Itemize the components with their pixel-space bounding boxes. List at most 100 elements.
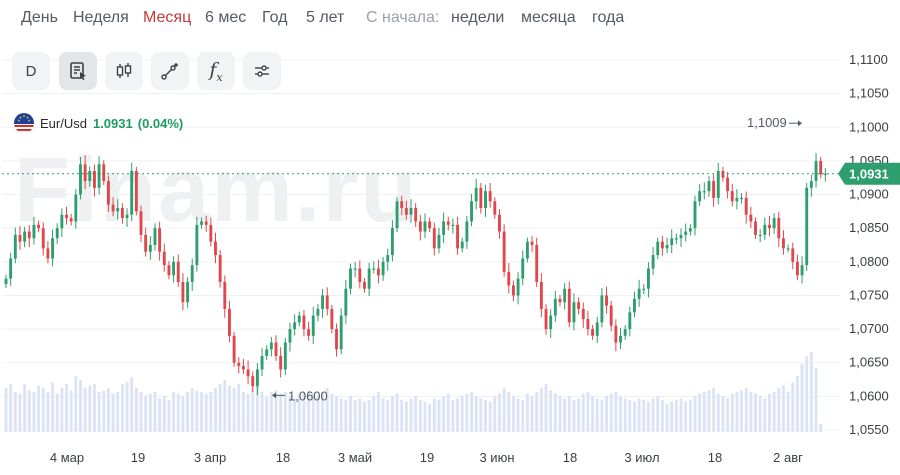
candle-body <box>265 349 269 356</box>
volume-bar <box>730 393 734 432</box>
candlestick-icon[interactable] <box>105 52 143 90</box>
candle-body <box>120 208 124 219</box>
candle-body <box>488 191 492 202</box>
candle-body <box>13 234 17 259</box>
candle-body <box>353 268 357 270</box>
candle-body <box>41 228 45 249</box>
volume-bar <box>805 356 809 432</box>
volume-bar <box>4 388 8 432</box>
candle-body <box>493 201 497 215</box>
since-week[interactable]: недели <box>451 9 505 26</box>
volume-bar <box>204 393 208 432</box>
candle-body <box>246 369 250 377</box>
volume-bar <box>684 401 688 432</box>
volume-bar <box>698 393 702 432</box>
candle-body <box>530 241 534 245</box>
candle-body <box>428 221 432 229</box>
candle-body <box>707 181 711 192</box>
settings-sliders-icon[interactable] <box>243 52 281 90</box>
period-month[interactable]: Месяц <box>143 9 192 26</box>
volume-bar <box>763 398 767 432</box>
volume-bar <box>498 393 501 432</box>
period-day[interactable]: День <box>21 9 58 26</box>
candle-body <box>544 308 548 330</box>
since-year[interactable]: года <box>592 9 625 26</box>
candle-body <box>591 329 595 336</box>
draw-line-icon[interactable] <box>151 52 189 90</box>
x-tick-label: 3 апр <box>194 450 226 465</box>
candle-body <box>404 208 408 215</box>
x-tick-label: 19 <box>131 450 145 465</box>
candle-body <box>744 197 748 215</box>
period-year[interactable]: Год <box>262 9 288 26</box>
volume-bar <box>535 392 539 432</box>
volume-bar <box>223 380 227 432</box>
volume-bar <box>279 393 283 432</box>
y-tick-label: 1,1050 <box>849 86 889 101</box>
candle-body <box>786 248 790 250</box>
candle-body <box>460 241 464 249</box>
fx-f: f <box>209 58 217 81</box>
period-six-months[interactable]: 6 мес <box>205 9 247 26</box>
current-price-label: 1,0931 <box>849 167 889 182</box>
volume-bar <box>116 392 120 432</box>
document-pointer-icon[interactable] <box>59 52 97 90</box>
volume-bar <box>79 380 82 432</box>
volume-bar <box>409 398 413 432</box>
since-month[interactable]: месяца <box>521 9 576 26</box>
volume-bar <box>525 393 529 432</box>
y-axis: 1,11001,10501,10001,09501,09001,08501,08… <box>849 52 889 437</box>
volume-bar <box>232 388 236 432</box>
candle-body <box>134 171 138 212</box>
period-five-years[interactable]: 5 лет <box>306 9 345 26</box>
volume-bar <box>274 390 278 432</box>
candle-body <box>674 238 678 240</box>
candle-body <box>409 208 413 215</box>
candle-body <box>37 224 41 229</box>
candle-body <box>581 308 585 319</box>
candle-body <box>200 221 203 225</box>
x-tick-label: 18 <box>276 450 290 465</box>
candle-body <box>223 282 227 309</box>
volume-bar <box>372 396 376 432</box>
volume-bar <box>27 390 31 432</box>
overlay: 1,0931 1,1009 1,0600 <box>2 115 900 403</box>
volume-bar <box>442 396 446 432</box>
candle-body <box>749 214 753 222</box>
volume-bar <box>600 400 604 432</box>
volume-bar <box>563 398 567 432</box>
volume-bar <box>558 396 562 432</box>
volume-bar <box>88 385 92 432</box>
volume-bar <box>395 393 399 432</box>
candle-body <box>740 197 743 200</box>
volume-bar <box>176 393 180 432</box>
volume-bar <box>772 392 776 432</box>
volume-bar <box>390 396 394 432</box>
x-tick-label: 18 <box>708 450 722 465</box>
volume-bar <box>376 392 380 432</box>
volume-bar <box>172 392 176 432</box>
volume-bar <box>9 384 13 432</box>
candle-body <box>400 201 404 208</box>
candle-body <box>684 231 688 235</box>
volume-bar <box>316 396 320 432</box>
candle-body <box>633 298 636 313</box>
candle-body <box>190 265 194 282</box>
candle-body <box>698 191 702 202</box>
volume-bar <box>214 388 217 432</box>
volume-bar <box>511 396 515 432</box>
volume-bar <box>656 396 660 432</box>
candle-body <box>335 329 338 350</box>
candle-body <box>516 278 520 296</box>
function-icon[interactable]: fx <box>197 52 235 90</box>
volume-bar <box>186 392 190 432</box>
volume-bar <box>307 390 311 432</box>
period-week[interactable]: Неделя <box>73 9 129 26</box>
candle-body <box>4 278 8 285</box>
volume-bar <box>456 398 460 432</box>
candle-body <box>456 224 460 249</box>
high-annotation-arrowhead <box>798 120 802 127</box>
timeframe-button[interactable]: D <box>12 52 50 90</box>
candle-body <box>153 228 157 245</box>
